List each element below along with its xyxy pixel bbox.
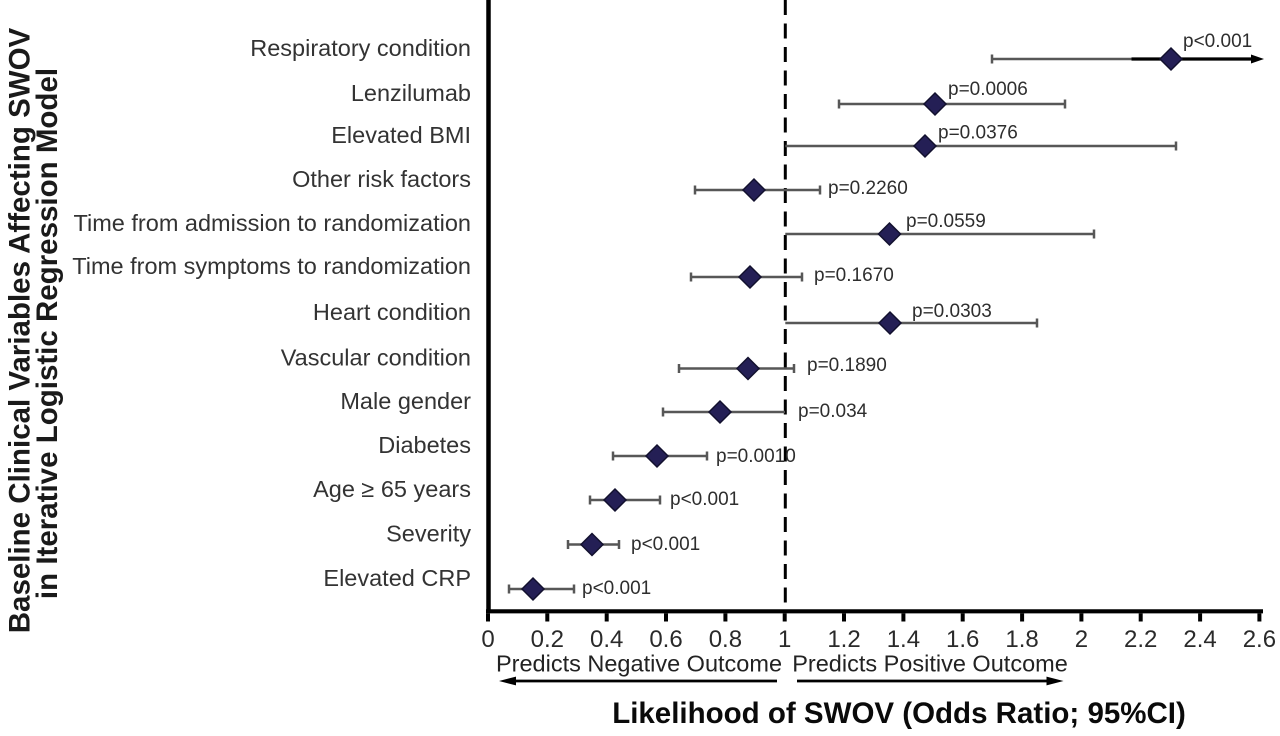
svg-text:0.4: 0.4 bbox=[590, 626, 623, 653]
svg-text:0.8: 0.8 bbox=[709, 626, 742, 653]
svg-text:p<0.001: p<0.001 bbox=[582, 578, 651, 599]
svg-text:Heart condition: Heart condition bbox=[313, 299, 471, 325]
svg-text:0.2: 0.2 bbox=[531, 626, 564, 653]
svg-text:p=0.0559: p=0.0559 bbox=[906, 211, 986, 232]
svg-text:Lenzilumab: Lenzilumab bbox=[351, 80, 471, 106]
svg-text:Predicts Negative Outcome: Predicts Negative Outcome bbox=[496, 651, 782, 677]
svg-text:p=0.034: p=0.034 bbox=[798, 401, 868, 422]
svg-text:Elevated CRP: Elevated CRP bbox=[323, 565, 471, 591]
svg-text:Other risk factors: Other risk factors bbox=[292, 166, 471, 192]
svg-text:p=0.2260: p=0.2260 bbox=[828, 178, 908, 199]
svg-text:Diabetes: Diabetes bbox=[378, 432, 471, 458]
svg-text:Predicts Positive Outcome: Predicts Positive Outcome bbox=[792, 651, 1068, 677]
svg-text:p<0.001: p<0.001 bbox=[670, 489, 739, 510]
svg-text:p=0.1890: p=0.1890 bbox=[807, 355, 887, 376]
svg-text:p=0.0010: p=0.0010 bbox=[716, 446, 796, 467]
svg-text:1: 1 bbox=[778, 626, 791, 653]
svg-text:1.2: 1.2 bbox=[827, 626, 860, 653]
svg-text:Age ≥ 65 years: Age ≥ 65 years bbox=[313, 476, 471, 502]
svg-text:0: 0 bbox=[481, 626, 494, 653]
svg-text:in Iterative Logistic Regressi: in Iterative Logistic Regression Model bbox=[31, 68, 64, 599]
svg-text:Severity: Severity bbox=[386, 521, 471, 547]
svg-text:p<0.001: p<0.001 bbox=[631, 534, 700, 555]
svg-text:Likelihood of SWOV (Odds Ratio: Likelihood of SWOV (Odds Ratio; 95%CI) bbox=[612, 697, 1186, 730]
svg-text:Respiratory condition: Respiratory condition bbox=[250, 35, 471, 61]
svg-text:1.4: 1.4 bbox=[887, 626, 920, 653]
svg-text:p=0.0303: p=0.0303 bbox=[912, 301, 992, 322]
svg-text:1.6: 1.6 bbox=[946, 626, 979, 653]
svg-text:p<0.001: p<0.001 bbox=[1183, 31, 1252, 52]
svg-text:2.2: 2.2 bbox=[1124, 626, 1157, 653]
svg-text:p=0.0006: p=0.0006 bbox=[948, 79, 1028, 100]
svg-text:Time from symptoms to randomiz: Time from symptoms to randomization bbox=[72, 253, 471, 279]
svg-text:0.6: 0.6 bbox=[649, 626, 682, 653]
svg-text:2.6: 2.6 bbox=[1243, 626, 1276, 653]
svg-text:Male gender: Male gender bbox=[340, 388, 471, 414]
svg-text:1.8: 1.8 bbox=[1005, 626, 1038, 653]
svg-text:2.4: 2.4 bbox=[1183, 626, 1216, 653]
svg-text:Elevated BMI: Elevated BMI bbox=[331, 122, 471, 148]
svg-text:2: 2 bbox=[1075, 626, 1088, 653]
svg-text:Baseline Clinical Variables Af: Baseline Clinical Variables Affecting SW… bbox=[4, 27, 37, 633]
svg-text:Time from admission to randomi: Time from admission to randomization bbox=[74, 210, 471, 236]
svg-text:p=0.0376: p=0.0376 bbox=[938, 123, 1018, 144]
svg-text:p=0.1670: p=0.1670 bbox=[814, 265, 894, 286]
svg-text:Vascular condition: Vascular condition bbox=[281, 345, 471, 371]
